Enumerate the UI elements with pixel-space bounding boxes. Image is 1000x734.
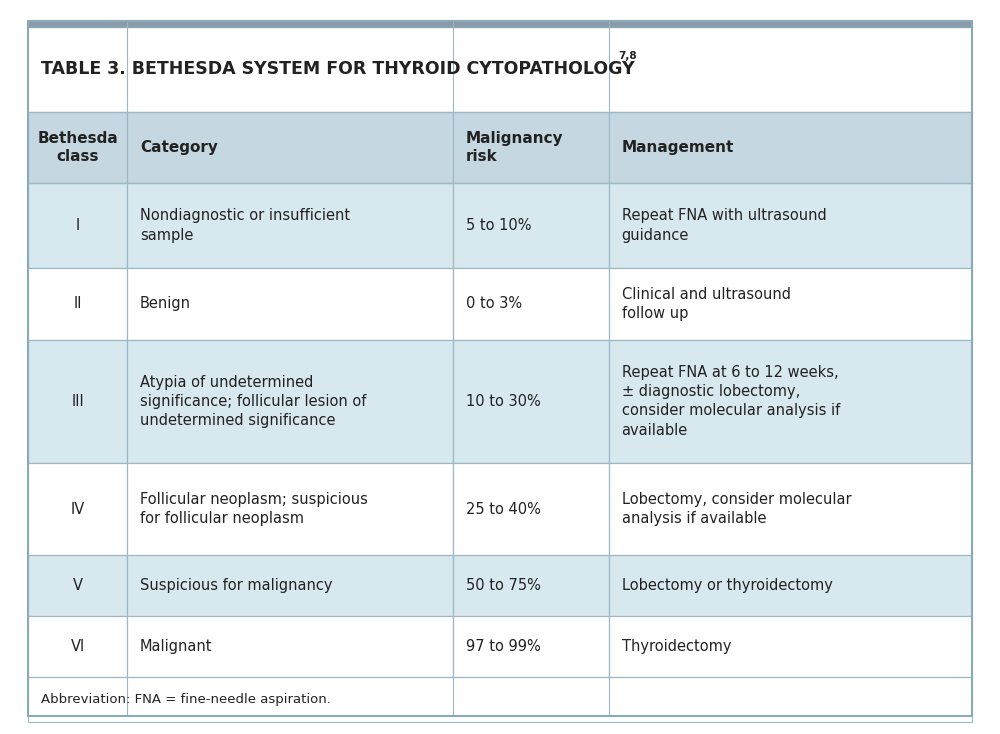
Bar <box>127 616 453 677</box>
Text: Benign: Benign <box>140 296 191 311</box>
Bar <box>453 340 609 463</box>
Bar <box>28 616 127 677</box>
Text: Atypia of undetermined
significance; follicular lesion of
undetermined significa: Atypia of undetermined significance; fol… <box>140 374 366 428</box>
Bar <box>28 268 127 340</box>
Text: 10 to 30%: 10 to 30% <box>466 393 541 409</box>
Bar <box>127 112 453 184</box>
Text: Bethesda
class: Bethesda class <box>37 131 118 164</box>
Text: Thyroidectomy: Thyroidectomy <box>622 639 731 654</box>
Bar <box>127 268 453 340</box>
Bar <box>28 677 972 722</box>
Text: I: I <box>75 218 80 233</box>
Text: 25 to 40%: 25 to 40% <box>466 501 541 517</box>
Bar <box>609 112 972 184</box>
Bar <box>453 184 609 268</box>
Bar <box>28 555 127 616</box>
Bar <box>127 555 453 616</box>
Text: Repeat FNA at 6 to 12 weeks,
± diagnostic lobectomy,
consider molecular analysis: Repeat FNA at 6 to 12 weeks, ± diagnosti… <box>622 365 840 437</box>
Bar <box>453 616 609 677</box>
Bar <box>609 463 972 555</box>
Text: Clinical and ultrasound
follow up: Clinical and ultrasound follow up <box>622 286 791 321</box>
Bar <box>453 112 609 184</box>
Bar <box>127 463 453 555</box>
Bar <box>28 340 127 463</box>
Text: Repeat FNA with ultrasound
guidance: Repeat FNA with ultrasound guidance <box>622 208 826 243</box>
Bar <box>453 268 609 340</box>
Text: 5 to 10%: 5 to 10% <box>466 218 531 233</box>
Text: TABLE 3. BETHESDA SYSTEM FOR THYROID CYTOPATHOLOGY: TABLE 3. BETHESDA SYSTEM FOR THYROID CYT… <box>41 60 635 79</box>
Bar <box>127 340 453 463</box>
Text: Lobectomy, consider molecular
analysis if available: Lobectomy, consider molecular analysis i… <box>622 492 851 526</box>
Text: 97 to 99%: 97 to 99% <box>466 639 541 654</box>
Bar <box>28 21 972 27</box>
Text: Nondiagnostic or insufficient
sample: Nondiagnostic or insufficient sample <box>140 208 350 243</box>
Bar <box>28 27 972 112</box>
Text: Management: Management <box>622 140 734 155</box>
Bar <box>28 184 127 268</box>
Bar <box>28 463 127 555</box>
Bar <box>609 555 972 616</box>
Bar <box>127 184 453 268</box>
Bar <box>609 616 972 677</box>
Bar <box>453 463 609 555</box>
Text: Malignant: Malignant <box>140 639 213 654</box>
Text: Lobectomy or thyroidectomy: Lobectomy or thyroidectomy <box>622 578 832 593</box>
Text: Follicular neoplasm; suspicious
for follicular neoplasm: Follicular neoplasm; suspicious for foll… <box>140 492 368 526</box>
Text: Suspicious for malignancy: Suspicious for malignancy <box>140 578 333 593</box>
Text: Category: Category <box>140 140 218 155</box>
Bar <box>28 112 127 184</box>
Text: II: II <box>73 296 82 311</box>
Text: Malignancy
risk: Malignancy risk <box>466 131 563 164</box>
Bar <box>609 340 972 463</box>
Bar <box>453 555 609 616</box>
Text: VI: VI <box>70 639 85 654</box>
Text: 50 to 75%: 50 to 75% <box>466 578 541 593</box>
Text: IV: IV <box>70 501 85 517</box>
Bar <box>609 268 972 340</box>
Text: III: III <box>71 393 84 409</box>
Text: V: V <box>73 578 83 593</box>
Text: Abbreviation: FNA = fine-needle aspiration.: Abbreviation: FNA = fine-needle aspirati… <box>41 693 331 706</box>
Text: 7,8: 7,8 <box>618 51 637 61</box>
Text: 0 to 3%: 0 to 3% <box>466 296 522 311</box>
Bar <box>609 184 972 268</box>
